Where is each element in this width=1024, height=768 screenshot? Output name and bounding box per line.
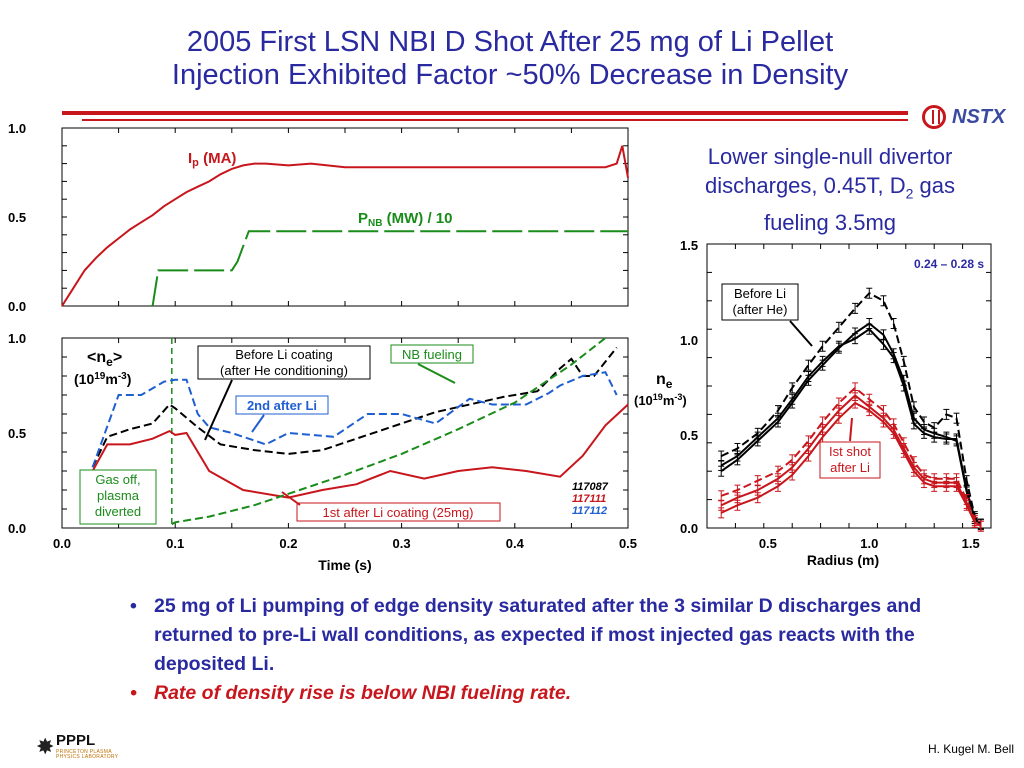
radius-xtick: 0.5 [759,536,777,551]
time-xtick: 0.0 [53,536,71,551]
gas-off-callout: Gas off, plasma diverted [79,469,157,525]
shot-number-red: 117111 [572,493,606,505]
pppl-logo: ✸ PPPL PRINCETON PLASMA PHYSICS LABORATO… [36,732,126,760]
ip-legend-label: Ip (MA) [188,150,236,169]
time-window-label: 0.24 – 0.28 s [914,257,984,271]
second-after-li-arrow [251,414,265,433]
radius-first-shot-box [819,441,881,479]
gas-off-text-1: Gas off, [95,472,140,487]
chart-ip-pnb-frame [61,127,629,307]
first-after-li-text: 1st after Li coating (25mg) [322,505,473,520]
series-line-1-1 [91,371,618,468]
time-xtick: 0.3 [393,536,411,551]
nb-fueling-arrow [417,363,456,384]
radius-ylabel: ne [656,371,673,391]
nstx-ring-icon [922,105,946,129]
gas-off-text-3: diverted [95,504,141,519]
density-ytick: 0.5 [8,426,26,441]
radius-first-shot-arrow [849,417,853,442]
nb-fueling-callout: NB fueling [390,344,474,384]
before-li-text-1: Before Li coating [235,347,333,362]
second-after-li-callout: 2nd after Li [235,395,329,433]
series-line-1-0 [91,346,618,468]
bullet-list: 25 mg of Li pumping of edge density satu… [130,592,960,708]
chart-density-time: 1.0 0.5 0.0 0.0 0.1 0.2 0.3 0.4 0.5 Time (s) … [8,331,637,573]
shot-number-black: 117087 [572,481,609,493]
gas-off-box [79,469,157,525]
title-rule-thin [82,119,908,121]
author-credit: H. Kugel M. Bell [927,742,1014,756]
gas-off-text-2: plasma [97,488,140,503]
radius-before-li-text-1: Before Li [734,286,786,301]
radius-ylabel-units: (1019m-3) [634,392,687,408]
first-after-li-callout: 1st after Li coating (25mg) [281,491,501,522]
radius-before-li-text-2: (after He) [733,302,788,317]
description: Lower single-null divertor discharges, 0… [660,142,1000,237]
pppl-logo-sub-1: PRINCETON PLASMA [56,749,112,755]
before-li-box [197,345,371,380]
second-after-li-box [235,395,329,415]
description-line-1: Lower single-null divertor [707,144,953,169]
second-after-li-text: 2nd after Li [247,398,317,413]
title-rule-thick [62,111,908,115]
description-line-2b: gas [913,173,955,198]
chart-ip-pnb-ytick: 0.5 [8,210,26,225]
shot-number-blue: 117112 [572,505,607,517]
time-axis-label: Time (s) [318,557,371,573]
before-li-text-2: (after He conditioning) [220,363,348,378]
radius-ytick: 0.0 [680,521,698,536]
radius-first-shot-text-1: Ist shot [829,444,871,459]
series-line-0-1 [151,230,628,307]
chart-ip-pnb-ytick: 0.0 [8,299,26,314]
radius-before-li-callout: Before Li (after He) [721,283,813,347]
nstx-logo: NSTX [918,102,1018,132]
description-subscript: 2 [905,185,914,202]
nb-fueling-box [390,344,474,364]
radius-axis-label: Radius (m) [807,552,879,568]
before-li-arrow [204,379,233,441]
series-line-2-5 [720,386,982,527]
pppl-star-icon: ✸ [36,734,55,759]
radius-first-shot-text-2: after Li [830,460,870,475]
title-line-2: Injection Exhibited Factor ~50% Decrease… [171,59,849,91]
description-line-2a: discharges, 0.45T, D [705,173,906,198]
description-line-2: discharges, 0.45T, D2 gas [660,171,1000,208]
series-line-1-2 [91,403,629,499]
density-ytick: 1.0 [8,331,26,346]
radius-before-li-arrow [789,320,813,347]
pppl-logo-sub-2: PHYSICS LABORATORY [56,754,119,760]
pppl-logo-text: PPPL [56,732,96,749]
series-line-1-3 [171,337,607,526]
nstx-logo-text: NSTX [952,106,1006,128]
radius-ytick: 0.5 [680,428,698,443]
before-li-callout: Before Li coating (after He conditioning… [197,345,371,441]
radius-before-li-box [721,283,799,321]
time-xtick: 0.5 [619,536,637,551]
time-xtick: 0.1 [166,536,184,551]
density-ylabel: <ne> [87,349,122,369]
radius-xtick: 1.0 [860,536,878,551]
chart-density-radius: 1.5 1.0 0.5 0.0 0.5 1.0 1.5 Radius (m) ne … [634,238,992,568]
density-ylabel-units: (1019m-3) [74,371,131,387]
density-ytick: 0.0 [8,521,26,536]
radius-first-shot-callout: Ist shot after Li [819,417,881,479]
chart-ip-pnb: 1.0 0.5 0.0 Ip (MA) PNB (MW) / 10 [8,121,629,314]
first-after-li-box [296,502,501,522]
chart-ip-pnb-ytick: 1.0 [8,121,26,136]
title-line-1: 2005 First LSN NBI D Shot After 25 mg of… [186,26,834,58]
pnb-legend-label: PNB (MW) / 10 [358,210,452,229]
radius-ytick: 1.5 [680,238,698,253]
series-line-0-0 [61,145,629,307]
bullet-item: 25 mg of Li pumping of edge density satu… [130,592,960,679]
description-line-3: fueling 3.5mg [763,210,897,236]
first-after-li-arrow [281,491,301,506]
radius-xtick: 1.5 [962,536,980,551]
slide-title: 2005 First LSN NBI D Shot After 25 mg of… [70,26,950,92]
nb-fueling-text: NB fueling [402,347,462,362]
bullet-item: Rate of density rise is below NBI fuelin… [130,679,960,708]
time-xtick: 0.2 [279,536,297,551]
time-xtick: 0.4 [506,536,525,551]
radius-ytick: 1.0 [680,333,698,348]
